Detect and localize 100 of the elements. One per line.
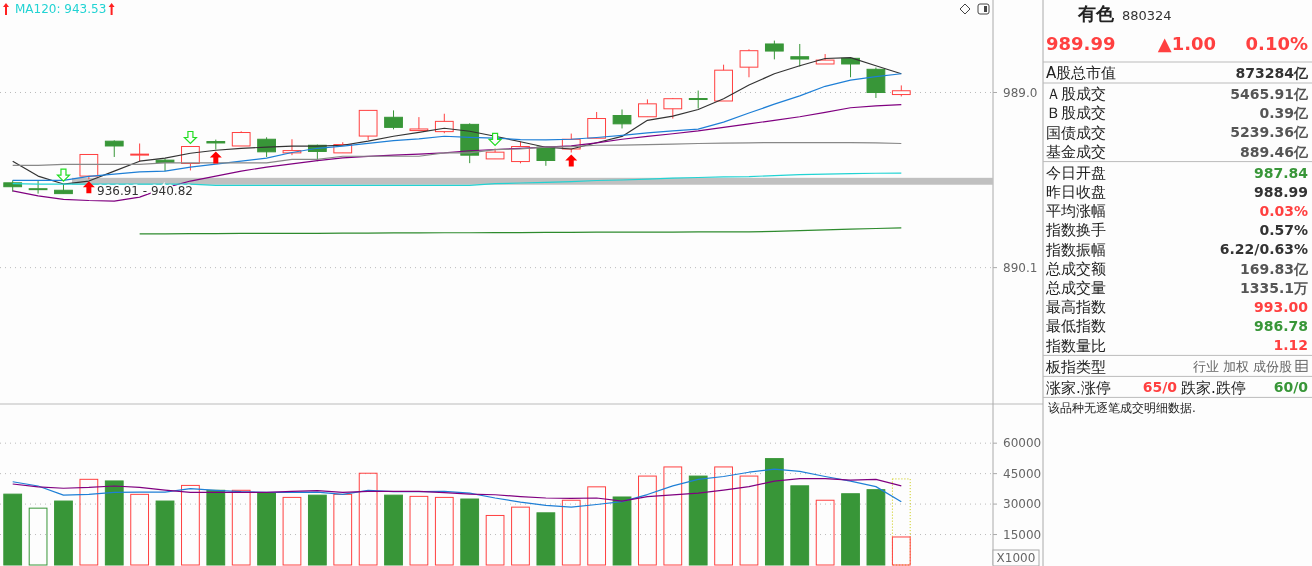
bar <box>333 493 353 566</box>
candlestick <box>790 43 810 67</box>
bar <box>28 507 48 566</box>
bar <box>460 498 480 566</box>
category-label: 基金成交 <box>1046 142 1106 161</box>
category-label: Ｂ股成交 <box>1046 104 1106 123</box>
line-series <box>12 468 902 508</box>
bar <box>231 489 251 566</box>
text: 行业 加权 成份股 <box>1192 358 1292 374</box>
category-label: 最低指数 <box>1046 317 1106 336</box>
bar <box>485 514 505 566</box>
bar <box>638 475 657 566</box>
bar <box>104 480 124 566</box>
candlestick <box>739 48 759 78</box>
category-label: 国债成交 <box>1046 123 1106 142</box>
bar <box>130 493 150 566</box>
y-tick-label: 989.0 <box>1003 85 1038 100</box>
category-label: A股总市值 <box>1046 64 1117 83</box>
text: 5465.91亿 <box>1230 85 1308 102</box>
bar <box>739 475 759 566</box>
text: 1.12 <box>1273 337 1308 354</box>
bar <box>866 489 886 566</box>
text: 0.03% <box>1259 202 1308 219</box>
category-label: 指数换手 <box>1045 221 1106 240</box>
bar <box>790 485 810 566</box>
category-label: 涨家.涨停 <box>1046 378 1111 397</box>
bar <box>358 472 378 566</box>
category-label: 板指类型 <box>1045 357 1106 376</box>
text: 993.00 <box>1253 298 1308 315</box>
bar <box>3 493 23 566</box>
text: 0.57% <box>1259 222 1308 239</box>
bar <box>409 495 429 566</box>
text: 988.99 <box>1253 183 1308 200</box>
candlestick <box>28 180 48 195</box>
bar <box>257 492 276 566</box>
text: ▲1.00 <box>1157 33 1217 54</box>
text: 1335.1万 <box>1239 279 1308 296</box>
category-label: 跌家.跌停 <box>1181 378 1246 397</box>
candlestick <box>409 116 429 132</box>
bar <box>155 500 175 566</box>
bar <box>511 506 530 566</box>
category-label: 指数量比 <box>1045 336 1106 355</box>
bar <box>587 486 607 566</box>
text: MA120: 943.53 <box>15 2 107 16</box>
bar <box>536 512 556 566</box>
bar <box>434 496 454 566</box>
text: 60/0 <box>1273 379 1308 396</box>
category-label: 总成交量 <box>1045 279 1106 298</box>
bar <box>815 499 835 566</box>
line-series <box>12 103 902 202</box>
text: 987.84 <box>1253 164 1308 181</box>
candlestick <box>866 67 886 99</box>
text: 0.10% <box>1245 33 1308 54</box>
bar <box>282 496 302 566</box>
text: 880324 <box>1122 8 1172 23</box>
bar <box>612 496 632 566</box>
category-label: 最高指数 <box>1046 298 1106 317</box>
y-tick-label: 45000 <box>1003 466 1042 481</box>
bar <box>714 466 733 566</box>
text: 该品种无逐笔成交明细数据. <box>1048 401 1196 416</box>
text: 5239.36亿 <box>1230 124 1308 141</box>
bar <box>181 484 200 566</box>
y-tick-label: 15000 <box>1003 527 1042 542</box>
candlestick <box>764 40 784 60</box>
bar <box>764 458 784 566</box>
text: 6.22/0.63% <box>1219 241 1308 258</box>
bar <box>384 494 403 566</box>
y-axis-title: X1000 <box>996 551 1036 565</box>
category-label: Ａ股成交 <box>1046 85 1106 104</box>
category-label: 昨日收盘 <box>1046 183 1106 202</box>
bar <box>54 500 73 566</box>
y-tick-label: 60000 <box>1003 436 1042 451</box>
category-label: 总成交额 <box>1045 259 1106 278</box>
text: 873284亿 <box>1235 64 1308 81</box>
bar <box>206 489 226 566</box>
line-series <box>12 478 902 502</box>
candlestick <box>79 153 99 180</box>
candlestick <box>587 111 607 139</box>
bar <box>561 499 581 566</box>
bar <box>841 493 860 566</box>
candlestick <box>612 109 632 129</box>
category-label: 今日开盘 <box>1046 163 1106 182</box>
text: 有色 <box>1077 3 1115 24</box>
y-tick-label: 30000 <box>1003 497 1042 512</box>
category-label: 平均涨幅 <box>1046 202 1106 221</box>
text: 989.99 <box>1046 33 1116 54</box>
candlestick <box>384 109 403 130</box>
bar <box>307 494 327 566</box>
text: 65/0 <box>1142 379 1177 396</box>
bar <box>688 475 708 566</box>
y-tick-label: 890.1 <box>1003 260 1038 275</box>
text: 0.39亿 <box>1259 105 1308 122</box>
bar <box>79 478 99 566</box>
text: 986.78 <box>1253 318 1308 335</box>
bar <box>663 466 683 566</box>
text: 169.83亿 <box>1239 260 1308 277</box>
category-label: 指数振幅 <box>1045 240 1106 259</box>
bar <box>891 536 911 566</box>
text: 889.46亿 <box>1239 143 1308 160</box>
line-series <box>139 227 902 235</box>
